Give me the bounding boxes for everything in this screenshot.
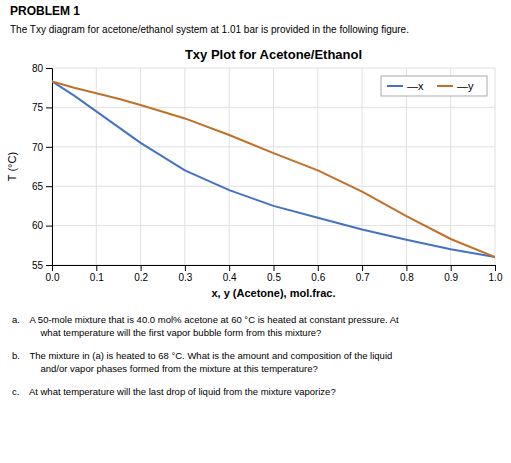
x-axis-tick-label: 0.5 [267,272,281,283]
y-axis-tick-label: 60 [32,220,44,231]
x-axis-tick-mark [362,265,363,271]
x-axis-tick-label: 0.8 [400,272,414,283]
x-axis-tick: 0.6 [311,265,325,283]
grid-line-y [52,68,495,69]
x-axis-tick-label: 0.1 [90,272,104,283]
legend-item: —y [437,80,474,92]
grid-line-y [52,225,495,226]
legend-label: —y [457,80,474,92]
grid-line-x [406,68,407,265]
grid-line-x [229,68,230,265]
y-axis-tick-label: 70 [32,142,44,153]
x-axis-tick-label: 1.0 [489,272,503,283]
y-axis-tick: 60 [32,220,52,231]
y-axis-tick-label: 65 [32,181,44,192]
grid-line-x [273,68,274,265]
x-axis-tick: 0.7 [356,265,370,283]
annotation: a. A 50-mole mixture that is 40.0 mol% a… [12,314,399,338]
grid-line-x [362,68,363,265]
x-axis-tick: 0.2 [134,265,148,283]
x-axis-title: x, y (Acetone), mol.frac. [211,287,335,299]
x-axis-tick-label: 0.6 [311,272,325,283]
y-axis-tick-label: 80 [32,63,44,74]
series-group [52,81,495,257]
series-line [52,81,495,257]
x-axis-tick-label: 0.0 [46,272,60,283]
legend-label: —x [407,80,424,92]
grid-line-x [184,68,185,265]
y-axis-tick-label: 55 [32,260,44,271]
x-axis-tick-mark [274,265,275,271]
x-axis: 0.0 0.1 0.2 0.3 0.4 0.5 0.6 0.7 0.8 0.9 1.0 [46,265,503,283]
x-axis-tick-mark [406,265,407,271]
y-axis: 55 60 65 70 75 80 [32,63,53,271]
grid-line-x [450,68,451,265]
x-axis-tick-label: 0.4 [223,272,237,283]
x-axis-tick-label: 0.2 [134,272,148,283]
grid-line-y [52,186,495,187]
y-axis-tick-label: 75 [32,102,44,113]
grid-line-x [140,68,141,265]
x-axis-tick: 0.9 [444,265,458,283]
y-axis-tick-mark [46,226,52,227]
x-axis-tick: 1.0 [489,265,503,283]
legend: —x —y [381,76,487,96]
grid-line-y [52,107,495,108]
y-axis-line [46,69,53,266]
y-axis-tick: 55 [32,260,52,271]
y-axis-title: T (°C) [6,152,18,181]
header: PROBLEM 1 [10,4,80,18]
grid-line-x [495,68,496,265]
annotation: b. The mixture in (a) is heated to 68 °C… [12,350,392,374]
x-axis-tick: 0.0 [46,265,60,283]
x-axis-tick: 0.5 [267,265,281,283]
x-axis-line [53,266,496,272]
x-axis-tick-mark [229,265,230,271]
x-axis-tick-mark [141,265,142,271]
title: Txy Plot for Acetone/Ethanol [185,47,362,62]
grid [52,68,495,265]
annotation: c. At what temperature will the last dro… [12,386,336,397]
legend-item: —x [387,80,424,92]
legend-swatch [437,85,453,87]
chart: PROBLEM 1 The Txy diagram for acetone/eth… [0,0,511,463]
y-axis-tick: 65 [32,181,52,192]
grid-line-y [52,146,495,147]
y-axis-tick-mark [46,147,52,148]
plot: 0.0 0.1 0.2 0.3 0.4 0.5 0.6 0.7 0.8 0.9 1.0 55 60 65 7… [6,63,503,299]
grid-line-x [317,68,318,265]
x-axis-tick-mark [96,265,97,271]
x-axis-tick: 0.4 [223,265,237,283]
x-axis-tick-label: 0.3 [178,272,192,283]
x-axis-tick-label: 0.9 [444,272,458,283]
y-axis-tick-mark [46,107,52,108]
y-axis-tick-mark [46,186,52,187]
x-axis-tick: 0.8 [400,265,414,283]
y-axis-tick-mark [46,265,52,266]
x-axis-tick-mark [185,265,186,271]
y-axis-tick: 70 [32,142,52,153]
y-axis-tick: 75 [32,102,52,113]
series-line [52,81,495,257]
x-axis-tick-label: 0.7 [356,272,370,283]
legend-swatch [387,85,403,87]
x-axis-tick: 0.3 [178,265,192,283]
x-axis-tick: 0.1 [90,265,104,283]
y-axis-tick: 80 [32,63,52,74]
subtitle: The Txy diagram for acetone/ethanol syst… [10,24,409,35]
legend-box [381,76,487,96]
grid-line-x [96,68,97,265]
y-axis-tick-mark [46,68,52,69]
x-axis-tick-mark [318,265,319,271]
x-axis-tick-mark [451,265,452,271]
x-axis-tick-mark [495,265,496,271]
